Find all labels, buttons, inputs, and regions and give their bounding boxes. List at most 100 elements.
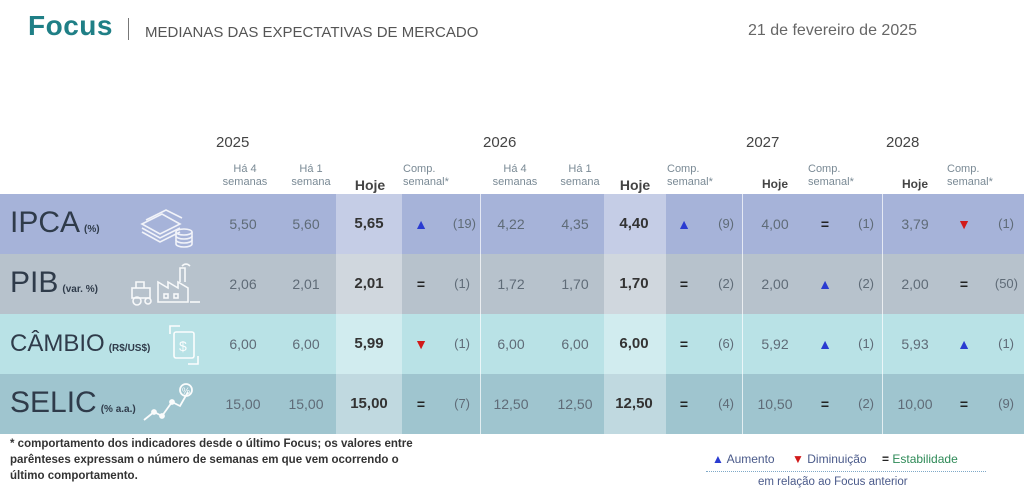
selic-2028-hoje: 10,00	[897, 396, 933, 412]
cambio-2025-hoje: 5,99	[354, 335, 384, 352]
indicator-name: CÂMBIO (R$/US$)	[10, 330, 150, 358]
col-ha1-line1: Há 1	[568, 163, 592, 175]
cambio-2028-count: (1)	[998, 336, 1014, 351]
pib-2026-count: (2)	[718, 276, 734, 291]
col-ha1-line2: semana	[291, 176, 331, 188]
cambio-2027-hoje: 5,92	[761, 336, 789, 352]
col-comp-line1: Comp.	[403, 163, 436, 175]
indicator-unit: (% a.a.)	[100, 404, 136, 415]
indicator-label: PIB	[10, 266, 59, 299]
footnote-line: último comportamento.	[10, 470, 138, 482]
selic-2025-ha1: 15,00	[288, 396, 324, 412]
hoje-highlight	[336, 194, 402, 254]
trend-stable-icon: =	[959, 276, 969, 292]
col-hoje-2028: Hoje	[901, 177, 928, 191]
col-ha1-line1: Há 1	[299, 163, 323, 175]
pib-2025-hoje: 2,01	[354, 275, 384, 292]
ipca-2027-count: (1)	[858, 216, 874, 231]
indicator-unit: (var. %)	[62, 284, 98, 295]
year-2027-header: 2027	[746, 134, 780, 151]
indicator-label: SELIC	[10, 386, 97, 419]
selic-2026-hoje: 12,50	[615, 395, 653, 412]
hoje-highlight	[604, 194, 666, 254]
ipca-2028-count: (1)	[998, 216, 1014, 231]
col-ha4-line2: semanas	[222, 176, 268, 188]
hoje-highlight	[336, 254, 402, 314]
row-ipca: IPCA (%) 5,50 5,60 5,65 ▲ (19) 4,22 4,35 …	[0, 194, 1024, 254]
trend-up-icon: ▲	[818, 336, 832, 352]
year-2026-header: 2026	[483, 134, 517, 151]
selic-2025-ha4: 15,00	[225, 396, 261, 412]
col-comp-2025: Comp. semanal*	[403, 163, 463, 189]
col-ha4-2026: Há 4 semanas	[488, 163, 542, 189]
col-comp-line2: semanal*	[667, 176, 713, 188]
indicator-unit: (%)	[84, 224, 100, 235]
brand-title: Focus	[28, 10, 113, 41]
ipca-2025-ha4: 5,50	[229, 216, 257, 232]
col-ha4-line1: Há 4	[503, 163, 527, 175]
rate-chart-icon: %	[143, 383, 193, 421]
trend-stable-icon: =	[679, 276, 689, 292]
hoje-highlight	[604, 254, 666, 314]
cambio-2026-ha4: 6,00	[497, 336, 525, 352]
trend-up-icon: ▲	[712, 452, 724, 466]
factory-icon	[131, 263, 200, 306]
indicator-name: IPCA (%)	[10, 206, 100, 240]
selic-2027-count: (2)	[858, 396, 874, 411]
ipca-2025-hoje: 5,65	[354, 215, 384, 232]
indicator-name: PIB (var. %)	[10, 266, 98, 300]
row-cambio: CÂMBIO (R$/US$) $ 6,00 6,00 5,99 ▼ (1) 6,…	[0, 314, 1024, 374]
col-comp-line2: semanal*	[403, 176, 449, 188]
cambio-2028-hoje: 5,93	[901, 336, 929, 352]
legend-label: Aumento	[726, 452, 775, 466]
cambio-2026-hoje: 6,00	[619, 335, 649, 352]
selic-2026-count: (4)	[718, 396, 734, 411]
ipca-2025-ha1: 5,60	[292, 216, 320, 232]
cambio-2026-count: (6)	[718, 336, 734, 351]
legend-label: Estabilidade	[892, 452, 958, 466]
pib-2028-hoje: 2,00	[901, 276, 929, 292]
legend-decrease: ▼ Diminuição	[792, 452, 867, 466]
dollar-exchange-icon: $	[169, 325, 199, 365]
col-comp-2026: Comp. semanal*	[667, 163, 727, 189]
col-hoje-2026: Hoje	[619, 177, 651, 193]
col-ha4-line1: Há 4	[233, 163, 257, 175]
selic-2025-count: (7)	[454, 396, 470, 411]
ipca-2027-hoje: 4,00	[761, 216, 789, 232]
legend-increase: ▲ Aumento	[712, 452, 775, 466]
column-divider	[742, 194, 743, 434]
svg-text:$: $	[179, 338, 187, 354]
col-comp-2027: Comp. semanal*	[808, 163, 868, 189]
legend-subtitle: em relação ao Focus anterior	[758, 476, 908, 488]
col-comp-line1: Comp.	[808, 163, 841, 175]
legend-stable: = Estabilidade	[882, 452, 958, 466]
trend-up-icon: ▲	[957, 336, 971, 352]
trend-up-icon: ▲	[818, 276, 832, 292]
svg-text:%: %	[182, 386, 190, 396]
col-ha1-2026: Há 1 semana	[555, 163, 605, 189]
footnote-line: * comportamento dos indicadores desde o …	[10, 438, 413, 450]
trend-stable-icon: =	[820, 396, 830, 412]
column-divider	[480, 194, 481, 434]
col-ha1-2025: Há 1 semana	[286, 163, 336, 189]
year-2028-header: 2028	[886, 134, 920, 151]
ipca-2026-ha4: 4,22	[497, 216, 525, 232]
pib-2025-ha1: 2,01	[292, 276, 320, 292]
cambio-2026-ha1: 6,00	[561, 336, 589, 352]
trend-stable-icon: =	[416, 396, 426, 412]
col-comp-2028: Comp. semanal*	[947, 163, 1007, 189]
trend-up-icon: ▲	[677, 216, 691, 232]
hoje-highlight	[336, 374, 402, 434]
selic-2025-hoje: 15,00	[350, 395, 388, 412]
cambio-2025-count: (1)	[454, 336, 470, 351]
title-separator	[128, 18, 129, 40]
ipca-2026-count: (9)	[718, 216, 734, 231]
col-hoje-2025: Hoje	[354, 177, 386, 193]
report-date: 21 de fevereiro de 2025	[748, 22, 918, 39]
hoje-highlight	[336, 314, 402, 374]
col-ha4-2025: Há 4 semanas	[218, 163, 272, 189]
selic-2026-ha4: 12,50	[493, 396, 529, 412]
col-comp-line2: semanal*	[947, 176, 993, 188]
legend-divider	[706, 471, 986, 472]
pib-2025-count: (1)	[454, 276, 470, 291]
